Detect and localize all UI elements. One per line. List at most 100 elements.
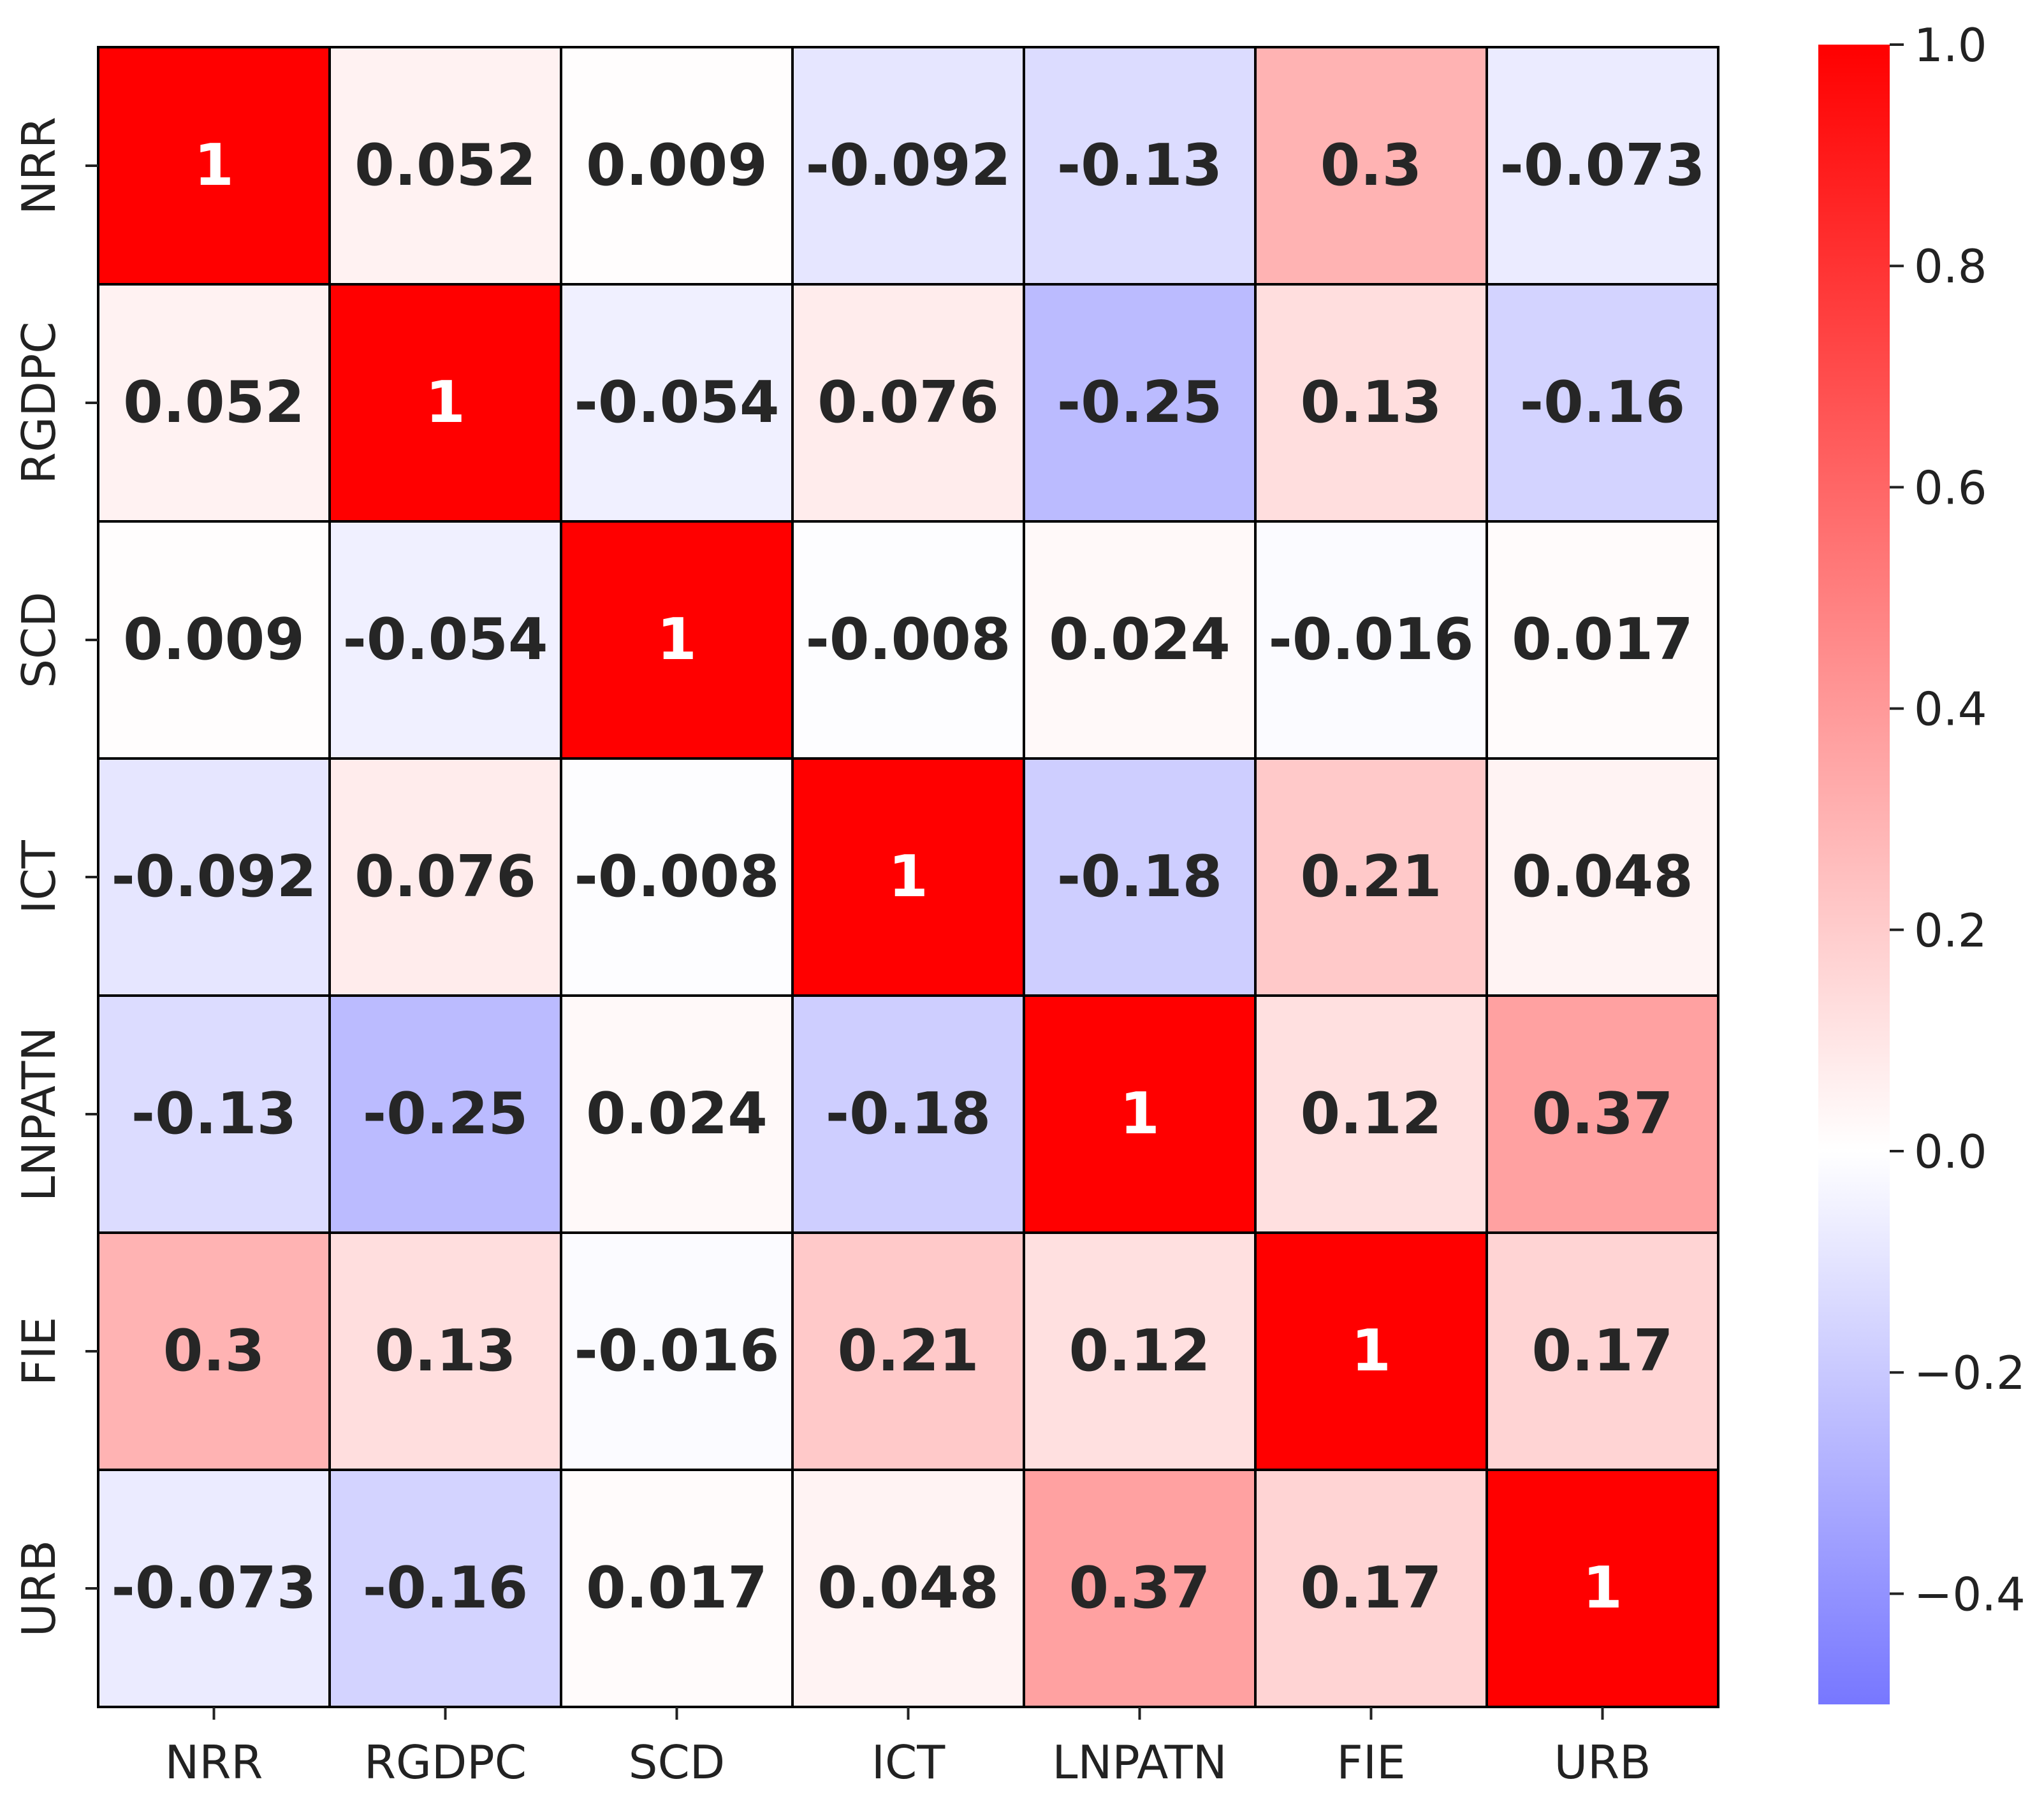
y-tick-label: FIE — [12, 1317, 66, 1386]
heatmap-cell-nrr-fie — [1254, 46, 1488, 286]
cell-value-label: -0.008 — [805, 606, 1011, 673]
cell-value-label: -0.073 — [111, 1555, 316, 1622]
cell-value-label: 0.37 — [1531, 1080, 1673, 1147]
x-tick-label: LNPATN — [1052, 1736, 1227, 1789]
cell-value-label: -0.25 — [1057, 369, 1222, 436]
cell-value-label: 0.12 — [1300, 1080, 1442, 1147]
heatmap-cell-urb-nrr — [97, 1469, 331, 1708]
colorbar-tick-label: −0.2 — [1914, 1346, 2026, 1400]
colorbar-tick-label: 1.0 — [1914, 18, 1987, 72]
cell-value-label: 0.3 — [163, 1317, 265, 1384]
cell-value-label: 0.17 — [1300, 1555, 1442, 1622]
colorbar-tick-label: 0.6 — [1914, 461, 1987, 514]
y-tick-label: ICT — [12, 839, 66, 914]
heatmap-cell-ict-rgdpc — [328, 757, 562, 997]
colorbar-gradient — [1818, 45, 1890, 1704]
cell-value-label: 0.048 — [1512, 843, 1693, 910]
colorbar-tick-label: 0.4 — [1914, 683, 1987, 736]
cell-value-label: -0.092 — [111, 843, 316, 910]
cell-value-label: -0.008 — [574, 843, 779, 910]
heatmap-cell-scd-fie — [1254, 520, 1488, 760]
cell-value-label: -0.13 — [1057, 132, 1222, 199]
x-tick-label: FIE — [1336, 1736, 1405, 1789]
colorbar-tick-label: 0.8 — [1914, 240, 1987, 293]
x-tick-label: RGDPC — [364, 1736, 527, 1789]
cell-value-label: -0.18 — [1057, 843, 1222, 910]
cell-value-label: 1 — [194, 132, 234, 199]
colorbar-tick-label: −0.4 — [1914, 1567, 2026, 1621]
cell-value-label: 1 — [657, 606, 697, 673]
heatmap-cell-urb-urb — [1486, 1469, 1719, 1708]
heatmap-cell-rgdpc-lnpatn — [1023, 283, 1257, 523]
heatmap-cell-fie-nrr — [97, 1231, 331, 1471]
heatmap-cell-lnpatn-urb — [1486, 994, 1719, 1234]
cell-value-label: 1 — [425, 369, 465, 436]
cell-value-label: -0.16 — [1520, 369, 1685, 436]
cell-value-label: 0.017 — [586, 1555, 768, 1622]
heatmap-cell-nrr-scd — [560, 46, 794, 286]
y-tick-label: LNPATN — [12, 1027, 66, 1201]
cell-value-label: 0.12 — [1069, 1317, 1210, 1384]
heatmap-cell-rgdpc-urb — [1486, 283, 1719, 523]
heatmap-cells: 1 0.052 0.009 -0.092 -0.13 0.3 -0.073 0.052 1 -0.… — [97, 46, 1719, 1708]
y-tick-label: URB — [12, 1540, 66, 1637]
y-tick-label: NRR — [12, 117, 66, 215]
cell-value-label: 0.009 — [586, 132, 768, 199]
cell-value-label: -0.054 — [574, 369, 779, 436]
x-tick-label: NRR — [165, 1736, 263, 1789]
heatmap-cell-fie-urb — [1486, 1231, 1719, 1471]
heatmap-cell-nrr-ict — [791, 46, 1025, 286]
heatmap-cell-lnpatn-scd — [560, 994, 794, 1234]
heatmap-cell-nrr-nrr — [97, 46, 331, 286]
cell-value-label: 0.21 — [837, 1317, 979, 1384]
x-tick-label: URB — [1554, 1736, 1651, 1789]
cell-value-label: -0.092 — [805, 132, 1011, 199]
cell-value-label: 0.024 — [1049, 606, 1230, 673]
cell-value-label: 0.13 — [1300, 369, 1442, 436]
cell-value-label: 0.17 — [1531, 1317, 1673, 1384]
cell-value-label: -0.054 — [342, 606, 548, 673]
heatmap-cell-fie-scd — [560, 1231, 794, 1471]
heatmap-cell-scd-ict — [791, 520, 1025, 760]
cell-value-label: 0.052 — [354, 132, 536, 199]
y-axis-ticks: NRR RGDPC SCD ICT LNPATN FIE URB — [12, 117, 98, 1637]
heatmap-cell-fie-lnpatn — [1023, 1231, 1257, 1471]
y-tick-label: SCD — [12, 592, 66, 688]
cell-value-label: 0.009 — [123, 606, 305, 673]
heatmap-cell-lnpatn-nrr — [97, 994, 331, 1234]
heatmap-cell-ict-urb — [1486, 757, 1719, 997]
heatmap-cell-scd-lnpatn — [1023, 520, 1257, 760]
colorbar-tick-label: 0.0 — [1914, 1125, 1987, 1179]
heatmap-cell-scd-scd — [560, 520, 794, 760]
cell-value-label: -0.13 — [131, 1080, 296, 1147]
x-tick-label: ICT — [872, 1736, 946, 1789]
x-tick-label: SCD — [629, 1736, 725, 1789]
cell-value-label: 0.076 — [354, 843, 536, 910]
heatmap-cell-urb-ict — [791, 1469, 1025, 1708]
heatmap-cell-rgdpc-fie — [1254, 283, 1488, 523]
heatmap-cell-rgdpc-scd — [560, 283, 794, 523]
cell-value-label: -0.016 — [574, 1317, 779, 1384]
heatmap-cell-nrr-rgdpc — [328, 46, 562, 286]
cell-value-label: 0.13 — [374, 1317, 516, 1384]
cell-value-label: 1 — [1351, 1317, 1391, 1384]
cell-value-label: 0.3 — [1320, 132, 1422, 199]
cell-value-label: 0.21 — [1300, 843, 1442, 910]
x-axis-ticks: NRR RGDPC SCD ICT LNPATN FIE URB — [165, 1707, 1651, 1789]
colorbar: 1.0 0.8 0.6 0.4 0.2 0.0 −0.2 −0.4 — [1818, 18, 2026, 1704]
cell-value-label: 0.024 — [586, 1080, 768, 1147]
colorbar-tick-label: 0.2 — [1914, 904, 1987, 957]
heatmap-cell-nrr-lnpatn — [1023, 46, 1257, 286]
cell-value-label: 0.076 — [817, 369, 999, 436]
heatmap-cell-ict-ict — [791, 757, 1025, 997]
heatmap-cell-urb-scd — [560, 1469, 794, 1708]
cell-value-label: 1 — [1582, 1555, 1623, 1622]
cell-value-label: -0.073 — [1500, 132, 1705, 199]
heatmap-cell-urb-lnpatn — [1023, 1469, 1257, 1708]
cell-value-label: 0.37 — [1069, 1555, 1210, 1622]
y-tick-label: RGDPC — [12, 322, 66, 484]
heatmap-cell-ict-fie — [1254, 757, 1488, 997]
heatmap-cell-urb-fie — [1254, 1469, 1488, 1708]
cell-value-label: 1 — [1120, 1080, 1160, 1147]
